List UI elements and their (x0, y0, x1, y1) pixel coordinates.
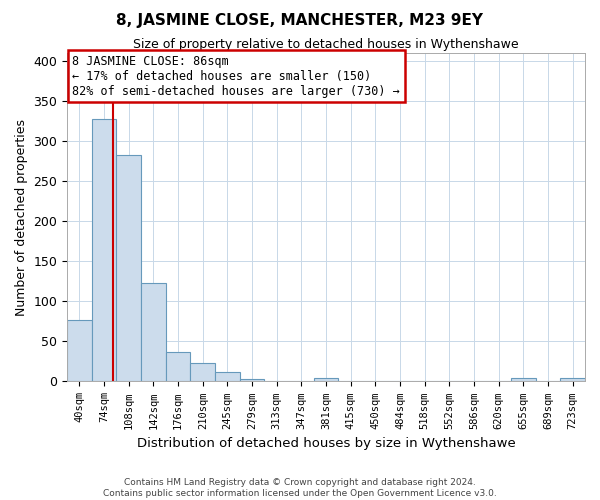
Text: Contains HM Land Registry data © Crown copyright and database right 2024.
Contai: Contains HM Land Registry data © Crown c… (103, 478, 497, 498)
Bar (141, 283, 166, 382)
Bar (314, 378, 338, 382)
Y-axis label: Number of detached properties: Number of detached properties (15, 118, 28, 316)
Bar (166, 352, 190, 382)
X-axis label: Distribution of detached houses by size in Wythenshawe: Distribution of detached houses by size … (137, 437, 515, 450)
Bar (92, 118, 116, 382)
Bar (67, 320, 92, 382)
Bar (190, 363, 215, 382)
Bar (560, 378, 585, 382)
Bar (215, 372, 240, 382)
Title: Size of property relative to detached houses in Wythenshawe: Size of property relative to detached ho… (133, 38, 519, 51)
Bar (240, 379, 265, 382)
Bar (511, 378, 536, 382)
Text: 8, JASMINE CLOSE, MANCHESTER, M23 9EY: 8, JASMINE CLOSE, MANCHESTER, M23 9EY (116, 12, 484, 28)
Text: 8 JASMINE CLOSE: 86sqm
← 17% of detached houses are smaller (150)
82% of semi-de: 8 JASMINE CLOSE: 86sqm ← 17% of detached… (73, 54, 400, 98)
Bar (116, 155, 141, 382)
